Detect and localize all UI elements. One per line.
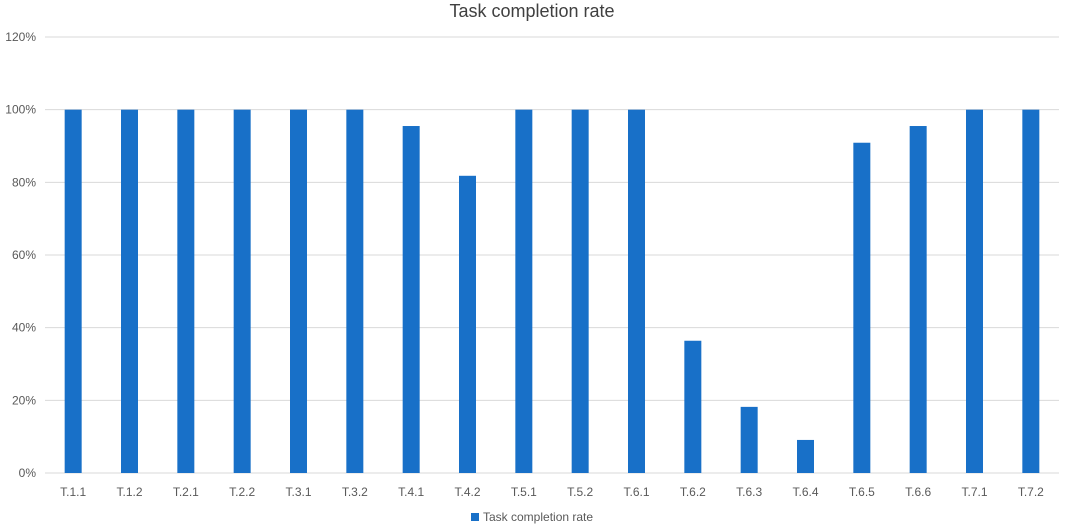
y-tick-label: 60% (12, 248, 36, 262)
y-tick-label: 40% (12, 321, 36, 335)
y-tick-label: 0% (19, 466, 37, 480)
bar-T.3.2 (346, 109, 364, 474)
x-tick-label: T.6.3 (736, 485, 762, 499)
x-tick-label: T.4.1 (398, 485, 424, 499)
bars (64, 109, 1040, 474)
x-tick-label: T.6.5 (849, 485, 875, 499)
x-axis-ticks: T.1.1 T.1.2 T.2.1 T.2.2 T.3.1 T.3.2 T.4.1 T.4.2… (60, 485, 1044, 499)
bar-T.2.2 (233, 109, 251, 474)
bar-T.4.2 (459, 175, 476, 473)
x-tick-label: T.6.4 (792, 485, 818, 499)
bar-T.6.1 (628, 109, 645, 474)
y-axis-ticks: 0% 20% 40% 60% 80% 100% 120% (5, 30, 36, 480)
bar-T.6.5 (853, 142, 871, 474)
bar-T.7.2 (1022, 109, 1040, 474)
x-tick-label: T.6.1 (623, 485, 649, 499)
x-tick-label: T.1.2 (116, 485, 142, 499)
x-tick-label: T.3.1 (285, 485, 311, 499)
legend-label: Task completion rate (483, 510, 593, 524)
y-tick-label: 100% (5, 103, 36, 117)
x-tick-label: T.3.2 (342, 485, 368, 499)
bar-T.5.2 (571, 109, 589, 474)
bar-T.7.1 (966, 109, 983, 474)
bar-T.2.1 (177, 109, 195, 474)
x-tick-label: T.2.1 (173, 485, 199, 499)
bar-T.1.1 (64, 109, 82, 474)
y-tick-label: 20% (12, 393, 36, 407)
x-tick-label: T.1.1 (60, 485, 86, 499)
legend: Task completion rate (471, 510, 593, 524)
bar-T.1.2 (121, 109, 138, 474)
bar-T.3.1 (290, 109, 307, 474)
y-tick-label: 80% (12, 175, 36, 189)
x-tick-label: T.6.6 (905, 485, 931, 499)
y-tick-label: 120% (5, 30, 36, 44)
x-tick-label: T.7.2 (1018, 485, 1044, 499)
bar-T.6.4 (797, 439, 814, 473)
bar-T.4.1 (402, 126, 420, 474)
x-tick-label: T.6.2 (680, 485, 706, 499)
bar-T.6.3 (740, 406, 758, 473)
x-tick-label: T.5.2 (567, 485, 593, 499)
x-tick-label: T.2.2 (229, 485, 255, 499)
x-tick-label: T.7.1 (961, 485, 987, 499)
gridlines (45, 36, 1059, 474)
x-tick-label: T.5.1 (511, 485, 537, 499)
bar-T.5.1 (515, 109, 533, 474)
chart-title: Task completion rate (449, 1, 614, 21)
bar-T.6.2 (684, 340, 702, 473)
x-tick-label: T.4.2 (454, 485, 480, 499)
legend-swatch (471, 513, 479, 521)
bar-T.6.6 (909, 126, 927, 474)
